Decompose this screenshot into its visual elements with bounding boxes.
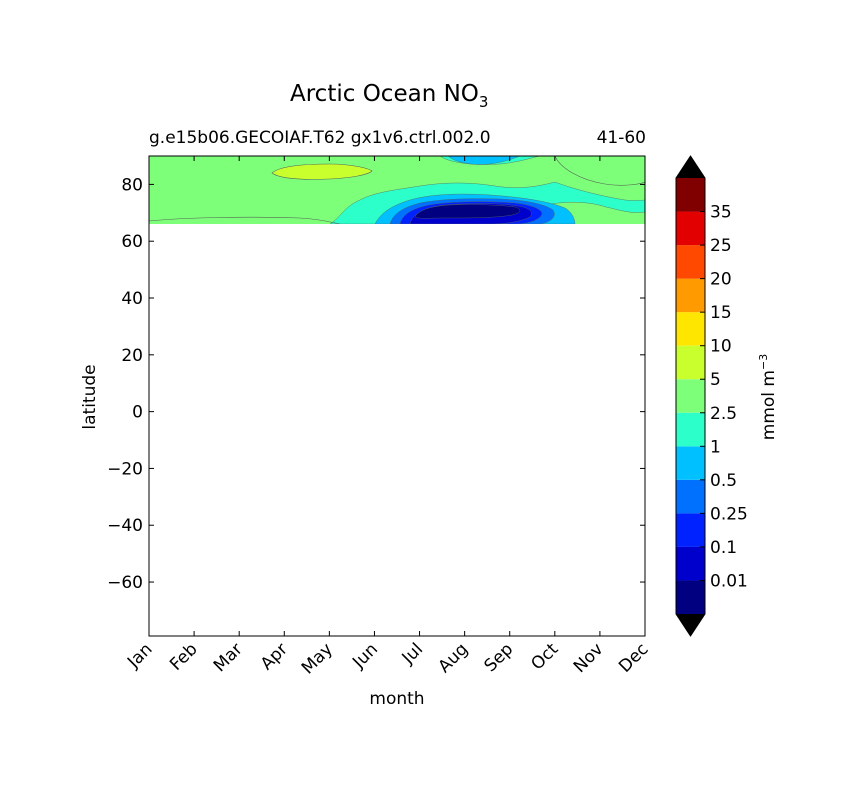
- chart-subtitle-right: 41-60: [597, 128, 646, 148]
- x-tick-label: May: [298, 639, 337, 678]
- y-tick-label: −40: [107, 516, 143, 536]
- colorbar-swatch: [676, 178, 705, 212]
- colorbar-extend-max: [676, 156, 705, 178]
- colorbar-swatch: [676, 546, 705, 581]
- colorbar-swatch: [676, 312, 705, 346]
- x-tick-label: Oct: [527, 639, 562, 674]
- colorbar-tick-label: 20: [710, 270, 732, 290]
- colorbar-swatch: [676, 379, 705, 413]
- chart-title-main: Arctic Ocean NO: [290, 81, 479, 107]
- colorbar-tick-label: 1: [710, 437, 721, 457]
- y-tick-label: 0: [132, 403, 143, 423]
- x-tick-label: Apr: [257, 639, 292, 674]
- colorbar-label-superscript: −3: [757, 354, 770, 370]
- y-tick-label: 40: [121, 289, 143, 309]
- contour-line-lower: [149, 216, 341, 224]
- colorbar-frame: [675, 155, 706, 637]
- colorbar-tick-label: 5: [710, 370, 721, 390]
- plot-frame: [148, 155, 646, 637]
- colorbar-tick-label: 0.01: [710, 571, 748, 591]
- x-tick-label: Jan: [123, 639, 156, 672]
- contour-line-right: [554, 156, 645, 186]
- x-tick-label: Sep: [480, 639, 517, 676]
- contour-band-below-0-01: [414, 204, 521, 219]
- x-tick-label: Feb: [166, 639, 201, 674]
- contour-band-0-5-to-1-top: [447, 156, 521, 165]
- y-axis: 80 60 40 20 0 −20 −40 −60: [107, 175, 645, 593]
- y-tick-label: −20: [107, 459, 143, 479]
- colorbar-swatch: [676, 580, 705, 614]
- colorbar-tick-label: 35: [710, 203, 732, 223]
- x-tick-label: Jul: [398, 639, 427, 668]
- colorbar-swatch: [676, 479, 705, 514]
- colorbar-swatch: [676, 211, 705, 246]
- colorbar-tick-label: 10: [710, 337, 732, 357]
- x-tick-label: Dec: [615, 639, 652, 676]
- y-tick-label: −60: [107, 573, 143, 593]
- plot-background: [149, 156, 645, 636]
- colorbar-tick-label: 2.5: [710, 404, 737, 424]
- colorbar-tick-label: 0.5: [710, 471, 737, 491]
- colorbar-extend-min: [676, 614, 705, 636]
- colorbar-swatch: [676, 412, 705, 447]
- y-tick-label: 60: [121, 232, 143, 252]
- colorbar-swatch: [676, 446, 705, 480]
- colorbar: 0.01 0.1 0.25 0.5 1 2.5 5 10 15 20 25 35: [675, 155, 748, 637]
- colorbar-tick-label: 25: [710, 236, 732, 256]
- colorbar-swatch: [676, 278, 705, 313]
- colorbar-label-main: mmol m: [759, 370, 779, 440]
- y-tick-label: 20: [121, 346, 143, 366]
- colorbar-label: mmol m−3: [757, 354, 779, 440]
- x-tick-label: Aug: [435, 639, 473, 677]
- contour-band-5-to-10: [271, 163, 373, 180]
- contour-field: [149, 156, 645, 224]
- colorbar-swatch: [676, 513, 705, 547]
- colorbar-tick-label: 0.1: [710, 538, 737, 558]
- y-axis-label: latitude: [80, 364, 100, 429]
- chart-title-subscript: 3: [479, 93, 489, 111]
- chart-subtitle-left: g.e15b06.GECOIAF.T62 gx1v6.ctrl.002.0: [149, 128, 491, 148]
- chart-title: Arctic Ocean NO3: [290, 81, 488, 111]
- colorbar-tick-label: 0.25: [710, 504, 748, 524]
- x-tick-label: Jun: [348, 639, 382, 673]
- x-axis-label: month: [369, 689, 424, 709]
- x-tick-label: Nov: [570, 639, 608, 677]
- colorbar-swatch: [676, 345, 705, 380]
- colorbar-tick-label: 15: [710, 303, 732, 323]
- colorbar-swatch: [676, 245, 705, 279]
- y-tick-label: 80: [121, 175, 143, 195]
- plot-area: 80 60 40 20 0 −20 −40 −60 Jan Feb Mar Apr May Jun Jul…: [107, 155, 653, 678]
- x-tick-label: Mar: [210, 639, 247, 676]
